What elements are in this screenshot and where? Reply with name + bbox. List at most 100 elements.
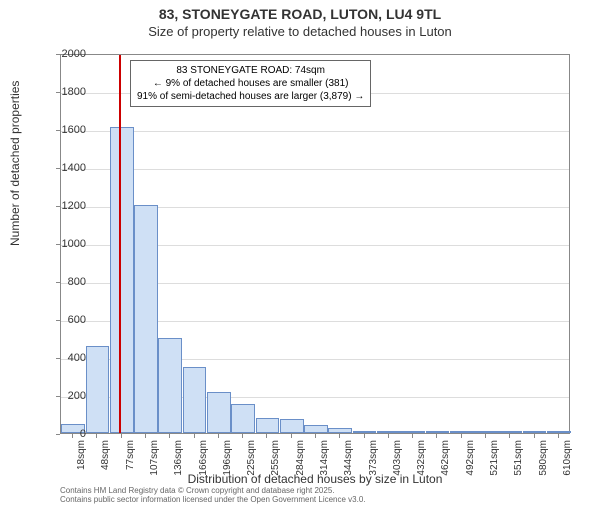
info-box: 83 STONEYGATE ROAD: 74sqm ← 9% of detach… <box>130 60 371 107</box>
y-tick-label: 1000 <box>46 238 86 250</box>
x-tick-label: 196sqm <box>222 440 233 480</box>
gridline <box>61 131 569 132</box>
histogram-bar <box>183 367 207 434</box>
x-tick-label: 610sqm <box>562 440 573 480</box>
x-tick-label: 492sqm <box>465 440 476 480</box>
y-tick-mark <box>56 282 60 283</box>
x-tick-label: 107sqm <box>149 440 160 480</box>
y-tick-label: 600 <box>46 314 86 326</box>
y-tick-mark <box>56 206 60 207</box>
attribution: Contains HM Land Registry data © Crown c… <box>60 486 366 504</box>
info-line-3: 91% of semi-detached houses are larger (… <box>137 90 364 103</box>
x-tick-label: 432sqm <box>416 440 427 480</box>
x-tick-mark <box>145 434 146 438</box>
x-tick-mark <box>72 434 73 438</box>
x-tick-mark <box>558 434 559 438</box>
property-marker-line <box>119 55 121 433</box>
plot-area <box>60 54 570 434</box>
histogram-bar <box>401 431 425 433</box>
histogram-bar <box>353 431 377 433</box>
histogram-bar <box>231 404 255 433</box>
x-tick-label: 462sqm <box>440 440 451 480</box>
histogram-bar <box>426 431 450 433</box>
y-tick-mark <box>56 320 60 321</box>
x-tick-label: 521sqm <box>489 440 500 480</box>
x-tick-mark <box>194 434 195 438</box>
x-tick-label: 48sqm <box>100 440 111 480</box>
x-tick-label: 225sqm <box>246 440 257 480</box>
x-tick-mark <box>436 434 437 438</box>
y-tick-mark <box>56 130 60 131</box>
x-tick-mark <box>388 434 389 438</box>
x-tick-label: 344sqm <box>343 440 354 480</box>
y-tick-mark <box>56 54 60 55</box>
y-tick-label: 1200 <box>46 200 86 212</box>
y-axis-label: Number of detached properties <box>8 81 22 246</box>
x-tick-label: 314sqm <box>319 440 330 480</box>
y-tick-label: 2000 <box>46 48 86 60</box>
y-tick-mark <box>56 396 60 397</box>
x-tick-mark <box>509 434 510 438</box>
x-tick-mark <box>169 434 170 438</box>
attribution-line-1: Contains HM Land Registry data © Crown c… <box>60 486 366 495</box>
histogram-bar <box>134 205 158 433</box>
x-tick-mark <box>218 434 219 438</box>
chart-subtitle: Size of property relative to detached ho… <box>0 24 600 39</box>
x-tick-mark <box>315 434 316 438</box>
x-tick-label: 403sqm <box>392 440 403 480</box>
chart-container: 83, STONEYGATE ROAD, LUTON, LU4 9TL Size… <box>0 6 600 506</box>
y-tick-label: 1800 <box>46 86 86 98</box>
x-tick-mark <box>339 434 340 438</box>
y-tick-mark <box>56 168 60 169</box>
x-tick-mark <box>534 434 535 438</box>
info-line-1: 83 STONEYGATE ROAD: 74sqm <box>137 64 364 77</box>
x-tick-label: 255sqm <box>270 440 281 480</box>
histogram-bar <box>207 392 231 433</box>
x-tick-label: 551sqm <box>513 440 524 480</box>
histogram-bar <box>256 418 280 433</box>
y-tick-mark <box>56 358 60 359</box>
histogram-bar <box>86 346 110 433</box>
x-tick-mark <box>485 434 486 438</box>
histogram-bar <box>377 431 401 433</box>
y-tick-label: 200 <box>46 390 86 402</box>
y-tick-label: 0 <box>46 428 86 440</box>
histogram-bar <box>498 431 522 433</box>
x-tick-label: 77sqm <box>125 440 136 480</box>
histogram-bar <box>523 431 547 433</box>
y-tick-label: 400 <box>46 352 86 364</box>
histogram-bar <box>110 127 134 433</box>
x-tick-label: 136sqm <box>173 440 184 480</box>
x-tick-mark <box>121 434 122 438</box>
histogram-bar <box>328 428 352 433</box>
x-tick-mark <box>364 434 365 438</box>
x-tick-mark <box>242 434 243 438</box>
x-tick-label: 580sqm <box>538 440 549 480</box>
histogram-bar <box>280 419 304 433</box>
x-tick-mark <box>96 434 97 438</box>
histogram-bar <box>547 431 571 433</box>
x-tick-mark <box>266 434 267 438</box>
x-tick-label: 18sqm <box>76 440 87 480</box>
x-tick-label: 373sqm <box>368 440 379 480</box>
histogram-bar <box>158 338 182 433</box>
y-tick-label: 800 <box>46 276 86 288</box>
chart-title: 83, STONEYGATE ROAD, LUTON, LU4 9TL <box>0 6 600 22</box>
info-line-2: ← 9% of detached houses are smaller (381… <box>137 77 364 90</box>
x-tick-mark <box>291 434 292 438</box>
y-tick-mark <box>56 92 60 93</box>
x-tick-mark <box>412 434 413 438</box>
y-tick-label: 1600 <box>46 124 86 136</box>
x-tick-mark <box>461 434 462 438</box>
y-tick-mark <box>56 244 60 245</box>
histogram-bar <box>450 431 474 433</box>
x-tick-label: 166sqm <box>198 440 209 480</box>
chart-area: 83 STONEYGATE ROAD: 74sqm ← 9% of detach… <box>60 54 570 434</box>
histogram-bar <box>474 431 498 433</box>
histogram-bar <box>304 425 328 433</box>
y-tick-mark <box>56 434 60 435</box>
gridline <box>61 169 569 170</box>
x-tick-label: 284sqm <box>295 440 306 480</box>
y-tick-label: 1400 <box>46 162 86 174</box>
attribution-line-2: Contains public sector information licen… <box>60 495 366 504</box>
